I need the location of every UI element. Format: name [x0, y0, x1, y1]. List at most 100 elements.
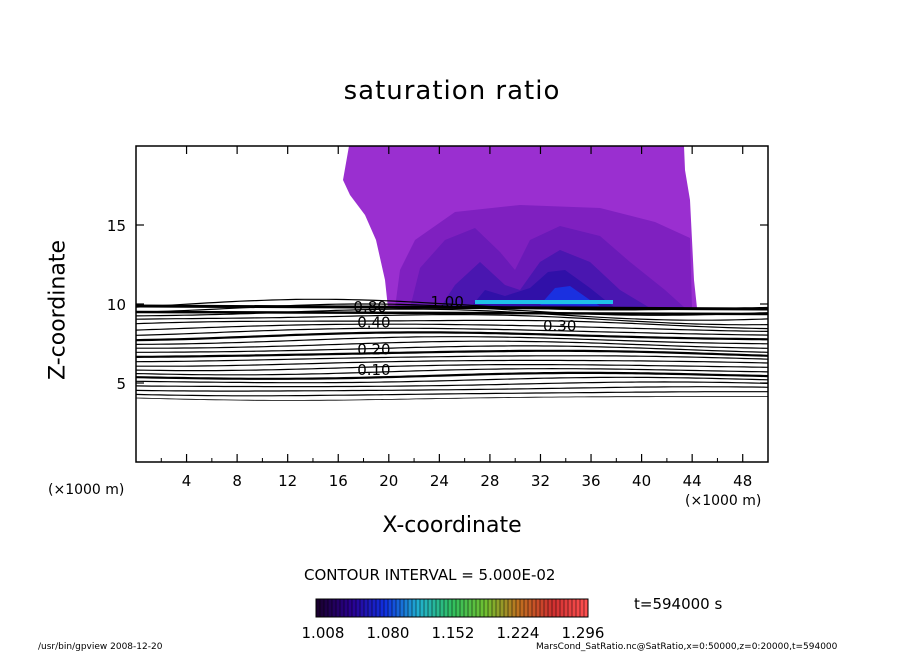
colorbar-cell	[424, 599, 428, 617]
colorbar-cell	[432, 599, 436, 617]
contour-line	[136, 327, 768, 336]
x-tick-label: 16	[329, 472, 348, 490]
colorbar-tick-label: 1.008	[302, 624, 345, 642]
colorbar-cell	[416, 599, 420, 617]
contour-line	[136, 331, 768, 342]
contour-line	[136, 386, 768, 392]
colorbar-cell	[372, 599, 376, 617]
colorbar-cell	[344, 599, 348, 617]
footer-left: /usr/bin/gpview 2008-12-20	[38, 642, 163, 652]
colorbar-cell	[412, 599, 416, 617]
contour-label: 0.40	[357, 314, 390, 332]
contour-lines	[136, 298, 768, 401]
y-axis-unit: (×1000 m)	[48, 482, 125, 498]
colorbar-cell	[536, 599, 540, 617]
colorbar-tick-label: 1.224	[497, 624, 540, 642]
contour-line	[136, 314, 768, 326]
colorbar-cell	[360, 599, 364, 617]
x-axis-unit: (×1000 m)	[685, 493, 762, 509]
colorbar-cell	[316, 599, 320, 617]
colorbar-cell	[396, 599, 400, 617]
colorbar-cell	[456, 599, 460, 617]
colorbar-cell	[460, 599, 464, 617]
contour-label: 0.80	[353, 298, 386, 316]
colorbar-cell	[496, 599, 500, 617]
colorbar-cell	[472, 599, 476, 617]
contour-line	[136, 340, 768, 349]
x-tick-label: 8	[232, 472, 242, 490]
colorbar-cell	[584, 599, 588, 617]
colorbar-cell	[524, 599, 528, 617]
colorbar-cell	[400, 599, 404, 617]
colorbar-cell	[580, 599, 584, 617]
colorbar-cell	[340, 599, 344, 617]
colorbar-cell	[380, 599, 384, 617]
contour-line	[136, 376, 768, 384]
colorbar-cell	[448, 599, 452, 617]
colorbar-cell	[492, 599, 496, 617]
colorbar-cell	[556, 599, 560, 617]
y-tick-label: 5	[116, 375, 126, 393]
colorbar-cell	[520, 599, 524, 617]
colorbar-cell	[576, 599, 580, 617]
contour-label: 1.00	[431, 293, 464, 311]
colorbar-cell	[504, 599, 508, 617]
colorbar-cell	[376, 599, 380, 617]
fill-region-7	[475, 300, 613, 304]
colorbar-cell	[548, 599, 552, 617]
contour-line	[136, 371, 768, 380]
colorbar-cell	[348, 599, 352, 617]
colorbar-cell	[528, 599, 532, 617]
x-tick-label: 24	[430, 472, 449, 490]
colorbar-cell	[420, 599, 424, 617]
colorbar-tick-label: 1.080	[367, 624, 410, 642]
colorbar-tick-label: 1.152	[432, 624, 475, 642]
colorbar-cell	[532, 599, 536, 617]
colorbar-cell	[468, 599, 472, 617]
chart-title: saturation ratio	[343, 76, 561, 106]
contour-line	[136, 310, 768, 316]
contour-line	[136, 349, 768, 358]
y-axis-label: Z-coordinate	[45, 240, 71, 380]
colorbar-frame	[315, 598, 589, 618]
colorbar: 1.008 1.080 1.152 1.224 1.296	[302, 598, 605, 642]
contour-label: 0.10	[357, 361, 390, 379]
colorbar-cell	[488, 599, 492, 617]
colorbar-cell	[500, 599, 504, 617]
colorbar-cell	[332, 599, 336, 617]
colorbar-cell	[408, 599, 412, 617]
contour-line	[136, 355, 768, 363]
colorbar-cell	[508, 599, 512, 617]
contour-line	[136, 345, 768, 353]
colorbar-cell	[428, 599, 432, 617]
colorbar-tick-label: 1.296	[562, 624, 605, 642]
colorbar-cell	[404, 599, 408, 617]
contour-line	[136, 304, 768, 311]
contour-label: 0.30	[543, 317, 576, 335]
x-tick-label: 40	[632, 472, 651, 490]
colorbar-cell	[560, 599, 564, 617]
colorbar-cell	[552, 599, 556, 617]
colorbar-cell	[352, 599, 356, 617]
colorbar-cell	[516, 599, 520, 617]
contour-line	[136, 381, 768, 388]
x-tick-label: 36	[581, 472, 600, 490]
colorbar-cell	[440, 599, 444, 617]
contour-labels: 0.10 0.20 0.30 0.400.80 1.00	[353, 293, 576, 379]
x-tick-label: 32	[531, 472, 550, 490]
colorbar-cell	[476, 599, 480, 617]
colorbar-cell	[568, 599, 572, 617]
colorbar-cell	[436, 599, 440, 617]
contour-line	[136, 396, 768, 401]
contour-line	[136, 323, 768, 332]
contour-line	[136, 319, 768, 330]
contour-line	[136, 308, 768, 321]
contour-label: 0.20	[357, 341, 390, 359]
colorbar-cell	[356, 599, 360, 617]
colorbar-cell	[544, 599, 548, 617]
colorbar-cell	[336, 599, 340, 617]
colorbar-cell	[384, 599, 388, 617]
filled-contours	[343, 146, 697, 308]
colorbar-cell	[512, 599, 516, 617]
